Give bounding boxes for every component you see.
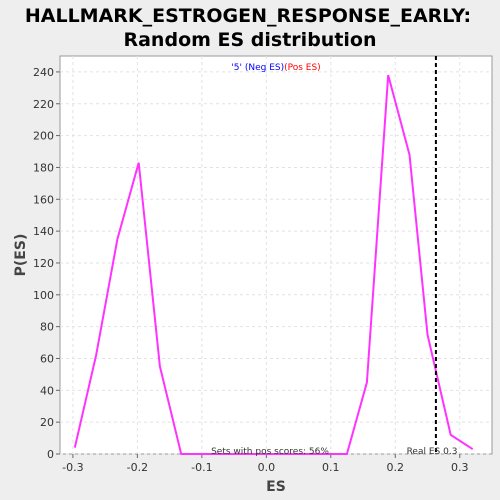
y-tick-label: 140 bbox=[33, 225, 54, 238]
y-tick-label: 180 bbox=[33, 161, 54, 174]
y-tick-label: 160 bbox=[33, 193, 54, 206]
grid bbox=[60, 56, 492, 455]
x-ticks: -0.3 -0.2 -0.1 0.0 0.1 0.2 0.3 bbox=[62, 454, 469, 474]
y-axis-label: P(ES) bbox=[13, 234, 29, 277]
real-es-label: Real ES 0.3 bbox=[407, 447, 458, 457]
series bbox=[73, 74, 474, 455]
y-tick-label: 0 bbox=[47, 448, 54, 461]
legend-prefix: '5' bbox=[231, 63, 245, 73]
x-tick-label: -0.3 bbox=[62, 461, 83, 474]
x-tick-label: -0.2 bbox=[127, 461, 148, 474]
chart-title: HALLMARK_ESTROGEN_RESPONSE_EARLY: bbox=[25, 5, 471, 27]
y-tick-label: 220 bbox=[33, 98, 54, 111]
y-ticks: 0 20 40 60 80 100 120 140 160 180 200 220 240 bbox=[33, 66, 60, 461]
pos-scores-annotation: Sets with pos scores: 56% bbox=[211, 447, 329, 457]
x-axis-label: ES bbox=[266, 479, 286, 495]
y-tick-label: 100 bbox=[33, 289, 54, 302]
y-tick-label: 80 bbox=[40, 321, 54, 334]
series-line bbox=[73, 74, 474, 455]
y-tick-label: 20 bbox=[40, 416, 54, 429]
x-tick-label: -0.1 bbox=[191, 461, 212, 474]
x-tick-label: 0.0 bbox=[258, 461, 276, 474]
y-tick-label: 60 bbox=[40, 352, 54, 365]
x-tick-label: 0.1 bbox=[322, 461, 340, 474]
plot-area bbox=[59, 55, 493, 455]
y-tick-label: 120 bbox=[33, 257, 54, 270]
legend-pos-label: (Pos ES) bbox=[284, 63, 321, 73]
x-tick-label: 0.3 bbox=[451, 461, 469, 474]
legend-neg-label: (Neg ES) bbox=[245, 63, 284, 73]
y-tick-label: 40 bbox=[40, 384, 54, 397]
legend: '5' (Neg ES)(Pos ES) bbox=[231, 63, 320, 73]
x-tick-label: 0.2 bbox=[387, 461, 405, 474]
y-tick-label: 240 bbox=[33, 66, 54, 79]
chart-subtitle: Random ES distribution bbox=[123, 29, 376, 51]
y-tick-label: 200 bbox=[33, 130, 54, 143]
